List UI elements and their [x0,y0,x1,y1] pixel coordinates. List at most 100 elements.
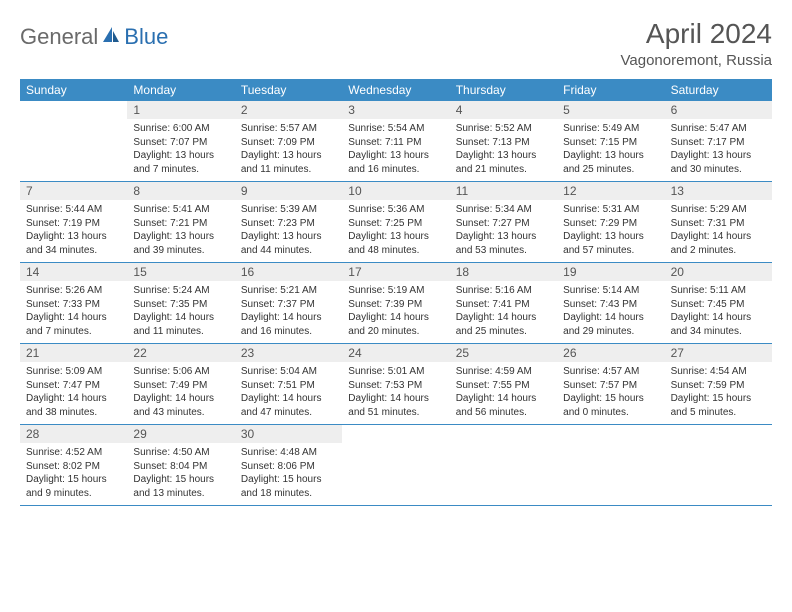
daylight-text: Daylight: 14 hours and 38 minutes. [26,392,121,419]
day-number: 4 [450,101,557,119]
sunset-text: Sunset: 8:06 PM [241,460,336,474]
day-content: Sunrise: 5:26 AMSunset: 7:33 PMDaylight:… [20,281,127,343]
sunrise-text: Sunrise: 5:52 AM [456,122,551,136]
sunrise-text: Sunrise: 4:50 AM [133,446,228,460]
day-cell: 17Sunrise: 5:19 AMSunset: 7:39 PMDayligh… [342,263,449,343]
sunset-text: Sunset: 7:23 PM [241,217,336,231]
day-cell: 4Sunrise: 5:52 AMSunset: 7:13 PMDaylight… [450,101,557,181]
day-number: 28 [20,425,127,443]
sunset-text: Sunset: 7:19 PM [26,217,121,231]
daylight-text: Daylight: 14 hours and 2 minutes. [671,230,766,257]
daylight-text: Daylight: 14 hours and 7 minutes. [26,311,121,338]
day-cell: 7Sunrise: 5:44 AMSunset: 7:19 PMDaylight… [20,182,127,262]
header: General Blue April 2024 Vagonoremont, Ru… [20,18,772,69]
daylight-text: Daylight: 13 hours and 39 minutes. [133,230,228,257]
day-number: 25 [450,344,557,362]
day-content: Sunrise: 4:48 AMSunset: 8:06 PMDaylight:… [235,443,342,505]
sunrise-text: Sunrise: 5:29 AM [671,203,766,217]
location: Vagonoremont, Russia [621,52,772,69]
day-cell: 15Sunrise: 5:24 AMSunset: 7:35 PMDayligh… [127,263,234,343]
day-number [20,101,127,105]
week-row: 28Sunrise: 4:52 AMSunset: 8:02 PMDayligh… [20,425,772,506]
day-number: 3 [342,101,449,119]
sunrise-text: Sunrise: 5:14 AM [563,284,658,298]
day-content: Sunrise: 5:31 AMSunset: 7:29 PMDaylight:… [557,200,664,262]
day-content: Sunrise: 4:52 AMSunset: 8:02 PMDaylight:… [20,443,127,505]
daylight-text: Daylight: 14 hours and 43 minutes. [133,392,228,419]
sunset-text: Sunset: 7:59 PM [671,379,766,393]
day-cell [557,425,664,505]
day-content: Sunrise: 5:19 AMSunset: 7:39 PMDaylight:… [342,281,449,343]
sunrise-text: Sunrise: 5:31 AM [563,203,658,217]
day-number: 22 [127,344,234,362]
day-cell: 24Sunrise: 5:01 AMSunset: 7:53 PMDayligh… [342,344,449,424]
day-cell: 23Sunrise: 5:04 AMSunset: 7:51 PMDayligh… [235,344,342,424]
day-cell: 16Sunrise: 5:21 AMSunset: 7:37 PMDayligh… [235,263,342,343]
day-cell: 30Sunrise: 4:48 AMSunset: 8:06 PMDayligh… [235,425,342,505]
day-content: Sunrise: 5:54 AMSunset: 7:11 PMDaylight:… [342,119,449,181]
day-header-cell: Wednesday [342,79,449,101]
daylight-text: Daylight: 13 hours and 21 minutes. [456,149,551,176]
sunset-text: Sunset: 7:29 PM [563,217,658,231]
sunset-text: Sunset: 7:55 PM [456,379,551,393]
day-number: 6 [665,101,772,119]
sunset-text: Sunset: 7:07 PM [133,136,228,150]
day-cell: 20Sunrise: 5:11 AMSunset: 7:45 PMDayligh… [665,263,772,343]
day-cell: 5Sunrise: 5:49 AMSunset: 7:15 PMDaylight… [557,101,664,181]
day-cell: 25Sunrise: 4:59 AMSunset: 7:55 PMDayligh… [450,344,557,424]
day-cell: 22Sunrise: 5:06 AMSunset: 7:49 PMDayligh… [127,344,234,424]
sunset-text: Sunset: 7:39 PM [348,298,443,312]
day-cell [342,425,449,505]
daylight-text: Daylight: 14 hours and 34 minutes. [671,311,766,338]
daylight-text: Daylight: 13 hours and 44 minutes. [241,230,336,257]
sunrise-text: Sunrise: 6:00 AM [133,122,228,136]
day-cell: 14Sunrise: 5:26 AMSunset: 7:33 PMDayligh… [20,263,127,343]
day-number: 27 [665,344,772,362]
sunrise-text: Sunrise: 5:36 AM [348,203,443,217]
sunrise-text: Sunrise: 5:11 AM [671,284,766,298]
day-number: 1 [127,101,234,119]
day-number: 16 [235,263,342,281]
day-content: Sunrise: 5:44 AMSunset: 7:19 PMDaylight:… [20,200,127,262]
sunset-text: Sunset: 7:21 PM [133,217,228,231]
day-cell: 6Sunrise: 5:47 AMSunset: 7:17 PMDaylight… [665,101,772,181]
sunrise-text: Sunrise: 5:44 AM [26,203,121,217]
sunset-text: Sunset: 7:57 PM [563,379,658,393]
day-content: Sunrise: 5:04 AMSunset: 7:51 PMDaylight:… [235,362,342,424]
day-number: 30 [235,425,342,443]
logo-sail-icon [101,25,121,50]
day-content: Sunrise: 5:52 AMSunset: 7:13 PMDaylight:… [450,119,557,181]
sunset-text: Sunset: 7:51 PM [241,379,336,393]
sunrise-text: Sunrise: 4:54 AM [671,365,766,379]
sunset-text: Sunset: 7:41 PM [456,298,551,312]
day-content: Sunrise: 5:39 AMSunset: 7:23 PMDaylight:… [235,200,342,262]
day-number: 23 [235,344,342,362]
sunrise-text: Sunrise: 5:49 AM [563,122,658,136]
day-content: Sunrise: 5:11 AMSunset: 7:45 PMDaylight:… [665,281,772,343]
day-header-cell: Sunday [20,79,127,101]
day-content: Sunrise: 6:00 AMSunset: 7:07 PMDaylight:… [127,119,234,181]
day-number: 9 [235,182,342,200]
sunrise-text: Sunrise: 5:21 AM [241,284,336,298]
week-row: 14Sunrise: 5:26 AMSunset: 7:33 PMDayligh… [20,263,772,344]
day-number: 10 [342,182,449,200]
day-number: 24 [342,344,449,362]
day-header-cell: Tuesday [235,79,342,101]
sunset-text: Sunset: 8:04 PM [133,460,228,474]
day-cell: 13Sunrise: 5:29 AMSunset: 7:31 PMDayligh… [665,182,772,262]
day-header-row: SundayMondayTuesdayWednesdayThursdayFrid… [20,79,772,101]
daylight-text: Daylight: 15 hours and 13 minutes. [133,473,228,500]
day-number [557,425,664,429]
daylight-text: Daylight: 14 hours and 29 minutes. [563,311,658,338]
day-content: Sunrise: 5:29 AMSunset: 7:31 PMDaylight:… [665,200,772,262]
day-content: Sunrise: 4:57 AMSunset: 7:57 PMDaylight:… [557,362,664,424]
day-number: 29 [127,425,234,443]
sunset-text: Sunset: 7:27 PM [456,217,551,231]
sunrise-text: Sunrise: 4:48 AM [241,446,336,460]
day-cell [665,425,772,505]
day-number [342,425,449,429]
sunset-text: Sunset: 7:17 PM [671,136,766,150]
sunset-text: Sunset: 8:02 PM [26,460,121,474]
daylight-text: Daylight: 13 hours and 48 minutes. [348,230,443,257]
day-number: 26 [557,344,664,362]
